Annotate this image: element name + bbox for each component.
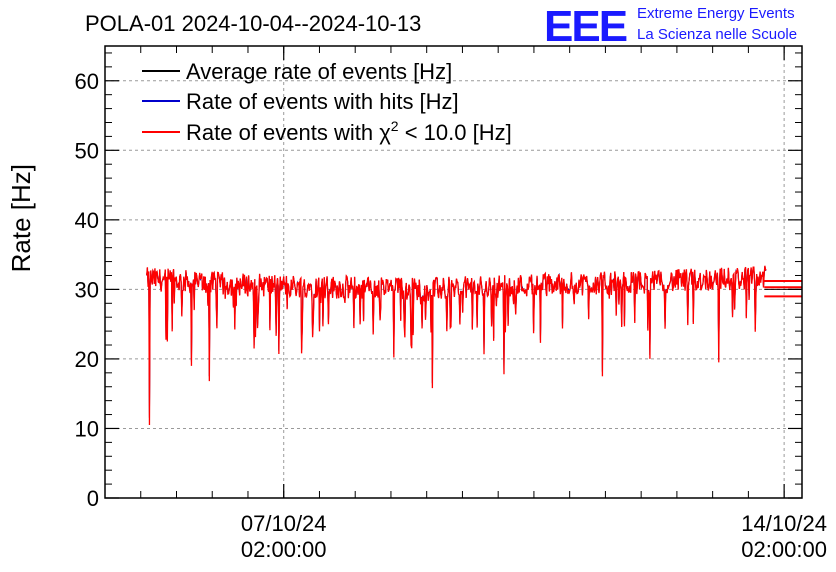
y-tick-label: 60 [75,69,99,94]
eee-logo-letters: EEE [544,2,627,51]
legend-label: Average rate of events [Hz] [186,59,452,84]
legend-label: Rate of events with χ2 < 10.0 [Hz] [186,118,512,145]
x-tick-label-time: 02:00:00 [741,537,827,562]
series-layer [146,265,802,425]
y-axis-title: Rate [Hz] [6,164,36,272]
x-tick-label-date: 07/10/24 [241,511,327,536]
logo-line-1: Extreme Energy Events [637,5,795,22]
chart-title: POLA-01 2024-10-04--2024-10-13 [85,11,421,36]
plot-frame [104,45,803,499]
x-tick-label-date: 14/10/24 [741,511,827,536]
legend: Average rate of events [Hz] Rate of event… [142,59,512,145]
y-tick-label: 40 [75,208,99,233]
series-line-chi2 [146,265,767,425]
y-tick-label: 30 [75,277,99,302]
axis-ticks: 010203040506007/10/2402:00:0014/10/2402:… [75,46,827,562]
logo-line-2: La Scienza nelle Scuole [637,26,797,43]
x-tick-label-time: 02:00:00 [241,537,327,562]
y-tick-label: 20 [75,347,99,372]
legend-label: Rate of events with hits [Hz] [186,89,459,114]
y-tick-label: 0 [87,486,99,511]
y-tick-label: 50 [75,138,99,163]
y-tick-label: 10 [75,416,99,441]
